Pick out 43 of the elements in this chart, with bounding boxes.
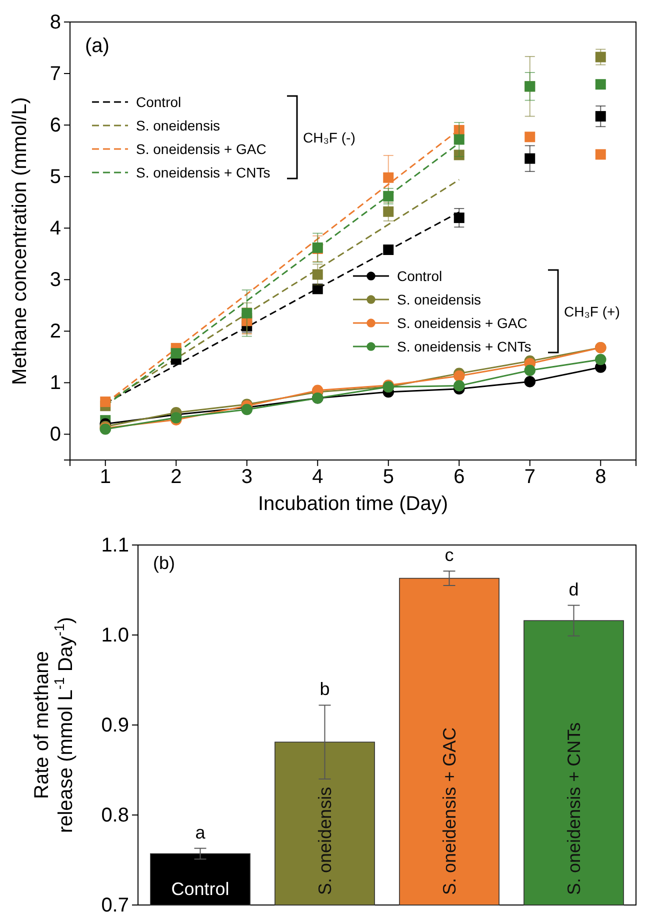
annotation: b [320,679,330,700]
annotation: c [444,545,454,566]
y-tick-label: 3 [50,269,61,292]
legend-label: Control [397,268,442,284]
y-tick-label: 6 [50,114,61,136]
y-axis-title: Methane concentration (mmol/L) [9,97,31,385]
y-tick-label: 2 [50,320,61,343]
y-tick-label: 7 [50,62,61,85]
annotation: d [568,579,579,600]
legend-label: S. oneidensis + GAC [397,315,528,332]
legend-label: Control [136,94,182,110]
y-tick-label: 0.7 [101,894,129,915]
annotation: CH₃F (+) [564,303,620,320]
x-tick-label: 3 [241,466,252,488]
y-tick-label: 0 [50,424,61,446]
x-tick-label: 4 [312,466,324,488]
annotation: CH₃F (-) [303,129,356,146]
category-label: S. oneidensis + GAC [439,727,460,895]
annotation: (b) [153,553,175,573]
y-tick-label: 5 [50,166,61,188]
category-label: S. oneidensis [314,786,335,895]
legend-label: S. oneidensis [397,292,482,308]
annotation: a [195,822,206,842]
legend-label: S. oneidensis + GAC [136,141,266,157]
y-tick-label: 4 [50,218,61,240]
x-tick-label: 6 [454,466,465,488]
x-axis-title: Incubation time (Day) [258,493,448,515]
legend-label: S. oneidensis + CNTs [397,338,532,355]
x-tick-label: 8 [595,466,606,488]
legend-label: S. oneidensis + CNTs [136,164,270,180]
y-tick-label: 1.0 [101,624,129,646]
x-tick-label: 7 [524,466,536,488]
x-tick-label: 5 [382,466,394,488]
y-tick-label: 0.9 [101,714,129,736]
annotation: (a) [85,35,110,57]
category-label: Control [171,879,230,899]
y-tick-label: 8 [50,11,61,34]
x-tick-label: 2 [170,466,182,488]
y-tick-label: 1 [50,372,61,394]
y-tick-label: 1.1 [101,534,129,556]
category-label: S. oneidensis + CNTs [564,722,584,895]
legend-label: S. oneidensis [136,118,220,134]
y-tick-label: 0.8 [101,804,129,826]
